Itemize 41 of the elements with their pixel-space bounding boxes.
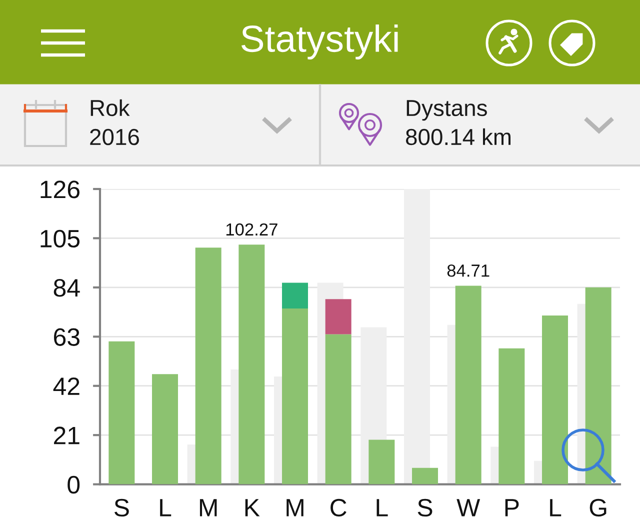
y-tick-label: 21 bbox=[54, 426, 80, 444]
chart-title: Statystyki bbox=[241, 24, 398, 60]
y-tick-label: 63 bbox=[54, 328, 80, 346]
y-tick-label: 126 bbox=[40, 180, 80, 198]
x-tick-label: L bbox=[550, 499, 562, 516]
x-tick-label: G bbox=[590, 498, 606, 517]
x-tick-label: L bbox=[160, 499, 172, 516]
x-tick-label: S bbox=[418, 498, 432, 517]
text: 2016 bbox=[90, 128, 139, 146]
x-tick-label: M bbox=[200, 499, 217, 516]
bar bbox=[152, 374, 178, 484]
y-tick-label: 84 bbox=[54, 279, 80, 297]
bar bbox=[108, 341, 135, 484]
y-tick-label: 42 bbox=[53, 377, 80, 395]
x-tick-label: P bbox=[505, 499, 519, 516]
x-tick-label: M bbox=[286, 499, 304, 516]
x-tick-label: C bbox=[330, 498, 346, 517]
x-tick-label: S bbox=[114, 498, 129, 517]
bar bbox=[498, 348, 525, 484]
y-tick-label: 105 bbox=[40, 230, 80, 248]
x-tick-label: K bbox=[245, 499, 260, 516]
data-label: 84.71 bbox=[447, 264, 490, 277]
x-tick-label: W bbox=[456, 499, 480, 516]
bar bbox=[325, 299, 352, 334]
text: Dystans bbox=[406, 100, 487, 121]
bar bbox=[282, 282, 308, 309]
bar bbox=[404, 189, 430, 484]
y-tick-label: 0 bbox=[68, 476, 80, 494]
bar bbox=[542, 316, 568, 484]
bar bbox=[238, 244, 265, 484]
bar bbox=[412, 468, 438, 484]
bar bbox=[368, 440, 395, 484]
data-label: 102.27 bbox=[226, 223, 278, 236]
bar bbox=[325, 334, 352, 484]
text: Rok bbox=[90, 99, 130, 116]
bar bbox=[455, 286, 482, 484]
text: 800.14 km bbox=[406, 128, 510, 146]
bar bbox=[195, 248, 222, 484]
x-tick-label: L bbox=[376, 499, 388, 516]
bar bbox=[282, 308, 308, 484]
bar bbox=[585, 287, 612, 484]
